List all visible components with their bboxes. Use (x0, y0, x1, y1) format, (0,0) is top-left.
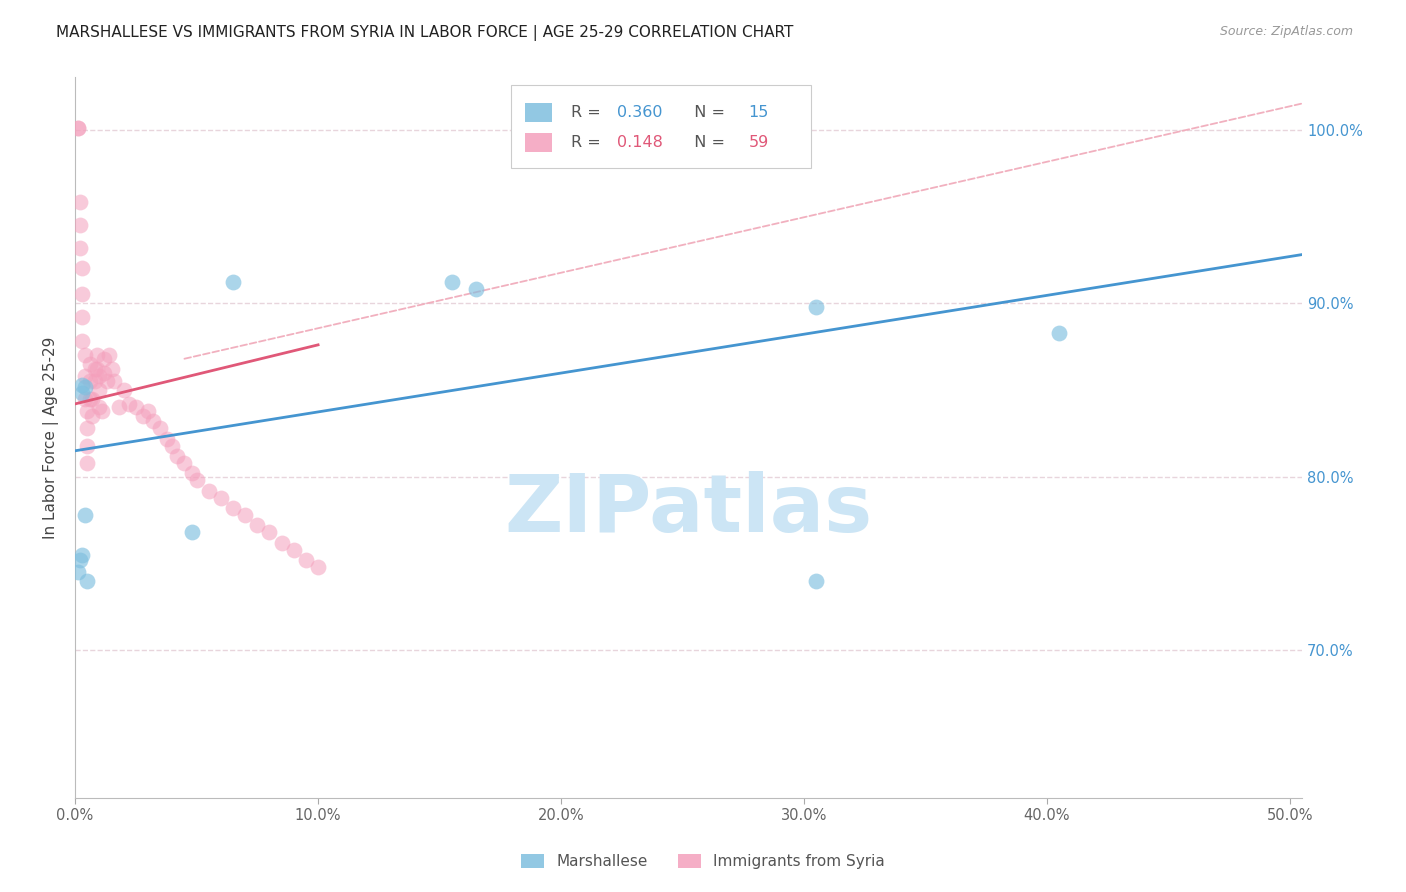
Point (76, 421, 98, 435)
Point (72, 261, 94, 276)
Point (197, 483, 219, 498)
Point (72, 287, 94, 301)
Point (173, 456, 195, 470)
Point (180, 525, 202, 540)
Point (73, 348, 96, 362)
Point (79, 374, 101, 388)
Point (72, 386, 94, 401)
Y-axis label: In Labor Force | Age 25-29: In Labor Force | Age 25-29 (44, 336, 59, 539)
Point (1047, 326, 1070, 340)
Text: N =: N = (683, 105, 730, 120)
Point (162, 439, 184, 453)
Text: R =: R = (571, 135, 606, 150)
Point (166, 449, 188, 463)
Text: Source: ZipAtlas.com: Source: ZipAtlas.com (1219, 25, 1353, 38)
Point (93, 366, 115, 380)
Point (103, 374, 125, 388)
Point (69, 195, 91, 210)
Text: MARSHALLESE VS IMMIGRANTS FROM SYRIA IN LABOR FORCE | AGE 25-29 CORRELATION CHAR: MARSHALLESE VS IMMIGRANTS FROM SYRIA IN … (56, 25, 793, 41)
Point (73, 508, 96, 522)
Point (465, 282, 488, 296)
Point (156, 432, 179, 446)
Point (73, 369, 96, 384)
Point (73, 379, 96, 393)
Text: N =: N = (683, 135, 730, 150)
Point (222, 276, 245, 290)
Point (142, 414, 165, 428)
Point (86, 362, 108, 376)
FancyBboxPatch shape (526, 133, 553, 152)
Point (90, 404, 112, 418)
Point (112, 383, 135, 397)
Point (86, 348, 108, 362)
Point (76, 456, 98, 470)
Point (69, 553, 91, 567)
Point (66, 566, 89, 580)
Point (72, 548, 94, 562)
Point (83, 362, 105, 376)
Point (76, 574, 98, 588)
Point (79, 357, 101, 371)
Point (96, 374, 118, 388)
Point (209, 491, 232, 505)
Point (69, 241, 91, 255)
Point (440, 276, 463, 290)
FancyBboxPatch shape (510, 85, 811, 168)
Point (89, 369, 111, 384)
Point (222, 501, 245, 516)
Point (98, 348, 121, 362)
Point (100, 362, 122, 376)
Point (246, 518, 269, 533)
Point (83, 374, 105, 388)
Point (295, 553, 318, 567)
Point (82, 409, 104, 423)
Point (125, 401, 148, 415)
Legend: Marshallese, Immigrants from Syria: Marshallese, Immigrants from Syria (515, 848, 891, 875)
Text: 59: 59 (749, 135, 769, 150)
Text: 0.360: 0.360 (617, 105, 664, 120)
Point (804, 300, 827, 314)
Point (66, 120, 89, 135)
Point (66, 120, 89, 135)
Point (89, 383, 111, 397)
Point (72, 334, 94, 349)
FancyBboxPatch shape (526, 103, 553, 122)
Text: R =: R = (571, 105, 606, 120)
Point (72, 377, 94, 392)
Point (82, 392, 104, 406)
Point (180, 467, 202, 481)
Point (117, 397, 139, 411)
Point (307, 560, 329, 574)
Point (76, 404, 98, 418)
Point (132, 409, 155, 423)
Point (72, 310, 94, 324)
Point (93, 351, 115, 366)
Text: 0.148: 0.148 (617, 135, 664, 150)
Point (804, 574, 827, 588)
Point (186, 473, 208, 487)
Point (108, 401, 131, 415)
Point (69, 218, 91, 232)
Text: 15: 15 (749, 105, 769, 120)
Point (233, 508, 256, 522)
Point (259, 525, 281, 540)
Point (149, 421, 172, 435)
Point (79, 392, 101, 406)
Point (76, 439, 98, 453)
Point (136, 404, 159, 418)
Point (73, 392, 96, 406)
Text: ZIPatlas: ZIPatlas (505, 471, 873, 549)
Point (283, 542, 305, 557)
Point (89, 401, 111, 415)
Point (270, 536, 292, 550)
